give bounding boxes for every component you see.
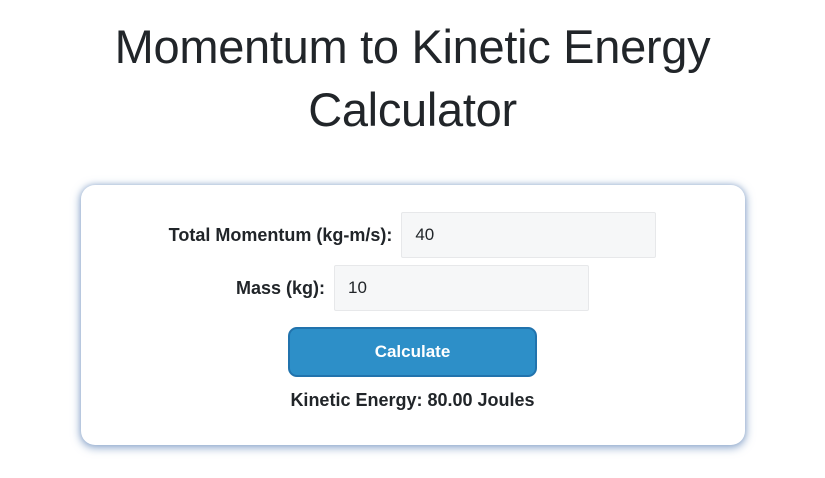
momentum-row: Total Momentum (kg-m/s): xyxy=(81,212,745,258)
calculate-button[interactable]: Calculate xyxy=(288,327,537,377)
mass-label: Mass (kg): xyxy=(235,277,325,298)
momentum-label: Total Momentum (kg-m/s): xyxy=(168,224,393,245)
mass-row: Mass (kg): xyxy=(81,265,745,311)
button-row: Calculate xyxy=(81,327,745,377)
calculator-card: Total Momentum (kg-m/s): Mass (kg): Calc… xyxy=(80,185,745,445)
result-text: Kinetic Energy: 80.00 Joules xyxy=(290,390,535,410)
mass-input[interactable] xyxy=(334,265,589,311)
momentum-input[interactable] xyxy=(401,212,657,258)
page-title: Momentum to Kinetic Energy Calculator xyxy=(114,20,711,136)
